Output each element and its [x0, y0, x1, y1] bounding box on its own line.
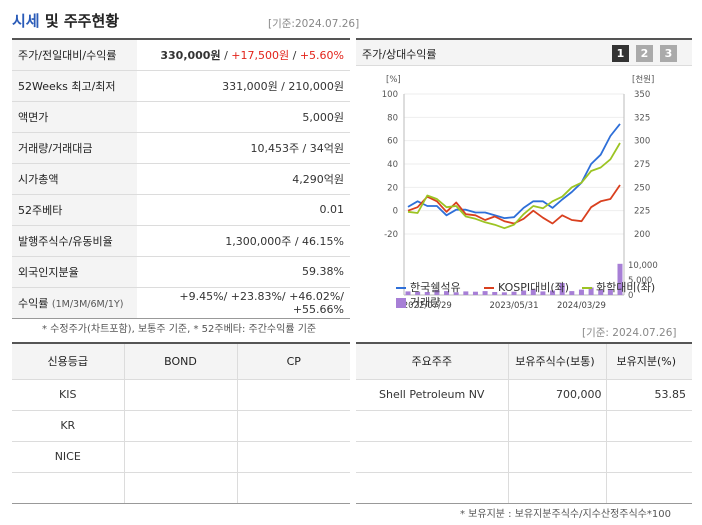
volume-bar [472, 291, 478, 295]
price-chart-panel: 주가/상대수익률 1 2 3 [%] [천원] 100 80 60 40 20 0 -20 350… [356, 38, 692, 311]
right-tick-label: 300 [634, 137, 650, 147]
volume-bar [463, 291, 469, 295]
table-row: KR [12, 410, 350, 442]
legend-volume: 거래량 [396, 294, 440, 310]
volume-bar [501, 292, 507, 295]
chart-label: 주가/상대수익률 [362, 48, 437, 61]
legend-kospi: KOSPI대비(좌) [484, 279, 569, 295]
left-tick-label: 0 [393, 207, 398, 217]
holders-note: * 보유지분 : 보유지분주식수/지수산정주식수*100 [460, 509, 671, 520]
volume-bar [511, 291, 517, 295]
right-tick-label: 275 [634, 160, 650, 170]
left-tick-label: 20 [387, 183, 398, 193]
volume-bar [607, 289, 613, 295]
summary-row-beta: 52주베타 0.01 [12, 194, 350, 226]
major-holders-table: 주요주주 보유주식수(보통) 보유지분(%) Shell Petroleum N… [356, 342, 692, 504]
left-tick-label: -20 [384, 230, 398, 240]
holders-header-shares: 보유주식수(보통) [508, 342, 607, 380]
table-row: NICE [12, 441, 350, 473]
volume-bar [492, 292, 498, 295]
summary-row-face-value: 액면가 5,000원 [12, 101, 350, 133]
volume-bar [521, 290, 527, 295]
chart-page-2-button[interactable]: 2 [636, 45, 653, 62]
base-date: [기준:2024.07.26] [268, 18, 360, 30]
table-row: KIS [12, 379, 350, 411]
legend-label: 거래량 [410, 296, 441, 309]
volume-bar [559, 283, 565, 295]
x-tick-label: 2024/03/29 [557, 301, 606, 311]
left-tick-label: 80 [387, 113, 398, 123]
legend-swatch [484, 287, 494, 289]
summary-row-returns: 수익률 (1M/3M/6M/1Y) +9.45%/ +23.83%/ +46.0… [12, 287, 350, 319]
table-row [356, 472, 692, 504]
volume-bar [530, 289, 536, 295]
series-line-stock [407, 123, 621, 220]
right-tick-label: 350 [634, 90, 650, 100]
right-tick-label: 200 [634, 230, 650, 240]
volume-bar [453, 292, 459, 295]
right-tick-label: 250 [634, 183, 650, 193]
volume-bar [598, 289, 604, 295]
table-row [356, 410, 692, 442]
volume-bar [424, 292, 430, 295]
summary-row-shares: 발행주식수/유동비율 1,300,000주 / 46.15% [12, 225, 350, 257]
credit-header-bond: BOND [124, 342, 238, 380]
left-tick-label: 40 [387, 160, 398, 170]
holders-header-name: 주요주주 [356, 342, 509, 380]
holders-base-date: [기준: 2024.07.26] [582, 327, 677, 339]
page-title: 시세 및 주주현황 [12, 12, 120, 30]
volume-bar [415, 291, 421, 295]
legend-swatch [396, 287, 406, 289]
summary-row-price: 주가/전일대비/수익률 330,000원 / +17,500원 / +5.60% [12, 38, 350, 71]
table-row [12, 472, 350, 504]
series-line-sector [407, 142, 621, 230]
right-tick-label: 325 [634, 113, 650, 123]
left-tick-label: 100 [382, 90, 398, 100]
volume-bar [617, 263, 623, 295]
legend-label: KOSPI대비(좌) [498, 281, 570, 294]
legend-stock: 한국쉘석유 [396, 279, 461, 295]
legend-label: 화학대비(좌) [596, 281, 656, 294]
credit-header-cp: CP [237, 342, 350, 380]
holders-header-ratio: 보유지분(%) [606, 342, 692, 380]
legend-swatch [582, 287, 592, 289]
chart-page-3-button[interactable]: 3 [660, 45, 677, 62]
x-tick-label: 2023/05/31 [490, 301, 539, 311]
left-axis-unit: [%] [386, 75, 401, 85]
credit-header-rating: 신용등급 [12, 342, 125, 380]
volume-bar [569, 291, 575, 295]
credit-rating-table: 신용등급 BOND CP KIS KR NICE [12, 342, 350, 504]
volume-bar [550, 290, 556, 295]
volume-bar [578, 289, 584, 295]
volume-bar [588, 287, 594, 295]
table-row: Shell Petroleum NV 700,000 53.85 [356, 379, 692, 411]
price-chart: [%] [천원]100806040200-20350325300275250225… [382, 74, 658, 311]
summary-row-52weeks: 52Weeks 최고/최저 331,000원 / 210,000원 [12, 70, 350, 102]
chart-page-1-button[interactable]: 1 [612, 45, 629, 62]
volume-bar [405, 291, 411, 295]
summary-note: * 수정주가(차트포함), 보통주 기준, * 52주베타: 주간수익률 기준 [42, 324, 317, 335]
volume-bar [482, 291, 488, 295]
summary-row-foreign: 외국인지분율 59.38% [12, 256, 350, 288]
price-summary-table: 주가/전일대비/수익률 330,000원 / +17,500원 / +5.60%… [12, 38, 350, 319]
volume-bar [444, 291, 450, 295]
legend-swatch [396, 298, 406, 308]
volume-tick-label: 10,000 [628, 261, 658, 271]
table-row [356, 441, 692, 473]
volume-bar [434, 290, 440, 295]
legend-label: 한국쉘석유 [410, 281, 461, 294]
left-tick-label: 60 [387, 137, 398, 147]
x-tick-label: 2022/07/29 [403, 301, 452, 311]
right-tick-label: 225 [634, 207, 650, 217]
legend-sector: 화학대비(좌) [582, 279, 655, 295]
volume-bar [540, 291, 546, 295]
summary-row-volume: 거래량/거래대금 10,453주 / 34억원 [12, 132, 350, 164]
volume-tick-label: 0 [628, 291, 633, 301]
volume-tick-label: 5,000 [628, 276, 652, 286]
summary-row-market-cap: 시가총액 4,290억원 [12, 163, 350, 195]
right-axis-unit: [천원] [632, 74, 654, 85]
